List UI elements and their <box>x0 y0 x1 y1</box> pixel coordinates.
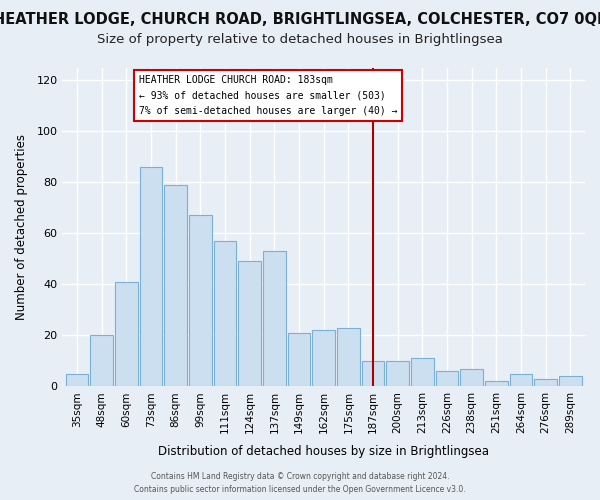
Bar <box>214 241 236 386</box>
Text: HEATHER LODGE CHURCH ROAD: 183sqm
← 93% of detached houses are smaller (503)
7% : HEATHER LODGE CHURCH ROAD: 183sqm ← 93% … <box>139 75 397 116</box>
X-axis label: Distribution of detached houses by size in Brightlingsea: Distribution of detached houses by size … <box>158 444 489 458</box>
Text: HEATHER LODGE, CHURCH ROAD, BRIGHTLINGSEA, COLCHESTER, CO7 0QP: HEATHER LODGE, CHURCH ROAD, BRIGHTLINGSE… <box>0 12 600 28</box>
Bar <box>263 251 286 386</box>
Bar <box>386 361 409 386</box>
Bar <box>189 216 212 386</box>
Bar <box>238 262 261 386</box>
Bar <box>460 368 483 386</box>
Bar <box>559 376 581 386</box>
Bar <box>485 382 508 386</box>
Text: Size of property relative to detached houses in Brightlingsea: Size of property relative to detached ho… <box>97 32 503 46</box>
Bar <box>534 378 557 386</box>
Text: Contains HM Land Registry data © Crown copyright and database right 2024.
Contai: Contains HM Land Registry data © Crown c… <box>134 472 466 494</box>
Bar <box>140 167 163 386</box>
Bar <box>66 374 88 386</box>
Bar <box>164 185 187 386</box>
Bar <box>91 336 113 386</box>
Bar <box>115 282 138 387</box>
Bar <box>287 333 310 386</box>
Bar <box>436 371 458 386</box>
Bar <box>411 358 434 386</box>
Bar <box>509 374 532 386</box>
Bar <box>337 328 359 386</box>
Bar <box>313 330 335 386</box>
Y-axis label: Number of detached properties: Number of detached properties <box>15 134 28 320</box>
Bar <box>362 361 385 386</box>
